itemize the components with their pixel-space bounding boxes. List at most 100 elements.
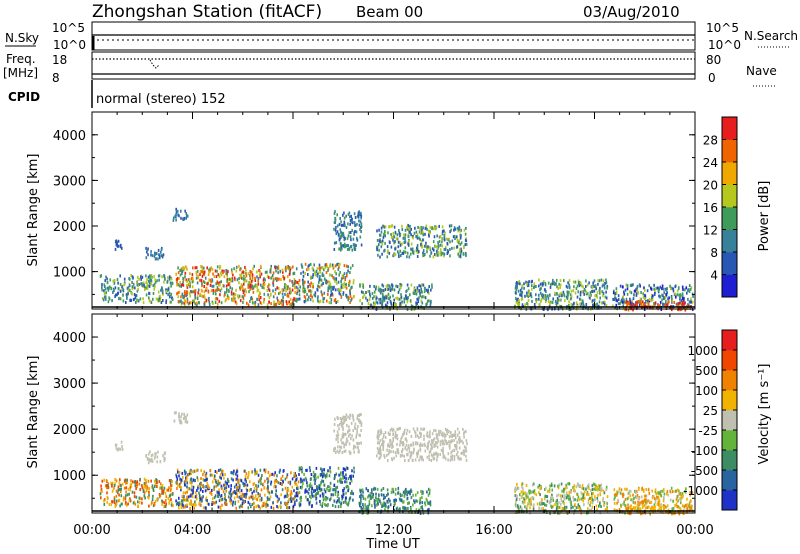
data-cell — [332, 287, 335, 291]
data-cell — [285, 286, 287, 290]
data-cell — [186, 420, 188, 424]
data-cell — [516, 495, 518, 499]
data-cell — [398, 253, 400, 256]
data-cell — [234, 293, 237, 297]
data-cell — [170, 501, 173, 505]
data-cell — [325, 281, 328, 285]
data-cell — [399, 443, 401, 447]
data-cell — [395, 498, 397, 502]
data-cell — [625, 300, 627, 304]
data-cell — [586, 510, 589, 514]
data-cell — [362, 508, 364, 512]
data-cell — [386, 294, 389, 298]
data-cell — [306, 490, 308, 494]
data-cell — [392, 439, 394, 443]
data-cell — [343, 449, 346, 453]
data-cell — [340, 503, 342, 507]
data-cell — [320, 290, 323, 294]
data-cell — [127, 487, 130, 491]
data-cell — [421, 443, 424, 447]
data-cell — [393, 456, 395, 460]
data-cell — [583, 503, 585, 507]
data-cell — [362, 291, 364, 295]
data-cell — [123, 282, 126, 286]
data-cell — [107, 482, 110, 486]
data-cell — [183, 495, 185, 498]
data-cell — [261, 474, 263, 478]
data-cell — [338, 247, 340, 251]
data-cell — [349, 416, 351, 420]
data-cell — [211, 268, 214, 271]
data-cell — [170, 292, 173, 296]
data-cell — [349, 481, 351, 485]
data-cell — [568, 279, 571, 283]
data-cell — [587, 492, 589, 496]
data-cell — [670, 286, 673, 290]
data-cell — [333, 277, 336, 281]
data-cell — [379, 233, 382, 237]
data-cell — [338, 500, 341, 504]
data-cell — [622, 295, 624, 299]
data-cell — [337, 436, 339, 440]
data-cell — [138, 500, 141, 504]
data-cell — [186, 495, 188, 499]
data-cell — [527, 283, 530, 287]
data-cell — [382, 448, 385, 451]
data-cell — [527, 495, 529, 499]
data-cell — [343, 281, 346, 285]
data-cell — [128, 498, 131, 502]
data-cell — [295, 285, 298, 289]
data-cell — [179, 481, 182, 485]
data-cell — [529, 506, 531, 510]
data-cell — [602, 497, 604, 500]
data-cell — [386, 287, 389, 291]
data-cell — [522, 510, 525, 514]
data-cell — [126, 286, 129, 290]
data-cell — [547, 296, 550, 300]
data-cell — [437, 453, 439, 456]
data-cell — [244, 475, 247, 479]
data-cell — [396, 442, 398, 446]
data-cell — [309, 289, 311, 293]
data-cell — [416, 297, 418, 301]
data-cell — [356, 214, 359, 218]
data-cell — [192, 299, 194, 303]
data-cell — [318, 263, 321, 267]
data-cell — [416, 246, 418, 250]
data-cell — [289, 279, 291, 283]
data-cell — [240, 504, 242, 508]
data-cell — [339, 480, 342, 484]
data-cell — [380, 428, 382, 432]
data-cell — [304, 490, 306, 494]
data-cell — [450, 440, 452, 444]
data-cell — [258, 298, 261, 302]
data-cell — [659, 285, 662, 289]
data-cell — [460, 228, 462, 232]
data-cell — [659, 300, 662, 304]
data-cell — [572, 486, 574, 489]
data-cell — [100, 274, 102, 278]
data-cell — [524, 505, 526, 509]
data-cell — [416, 255, 419, 258]
data-cell — [420, 432, 422, 436]
data-cell — [147, 457, 149, 461]
data-cell — [138, 496, 141, 500]
data-cell — [350, 491, 352, 495]
data-cell — [541, 502, 543, 506]
data-cell — [541, 295, 544, 299]
data-cell — [287, 500, 290, 504]
data-cell — [345, 413, 348, 417]
data-cell — [313, 270, 316, 274]
data-cell — [665, 492, 668, 496]
data-cell — [418, 458, 420, 462]
data-cell — [429, 254, 431, 258]
data-cell — [414, 510, 416, 514]
data-cell — [407, 242, 409, 246]
data-cell — [205, 474, 207, 478]
data-cell — [453, 454, 456, 458]
data-cell — [200, 482, 203, 486]
data-cell — [295, 478, 298, 481]
data-cell — [337, 466, 340, 470]
data-cell — [333, 447, 335, 451]
data-cell — [629, 494, 632, 498]
